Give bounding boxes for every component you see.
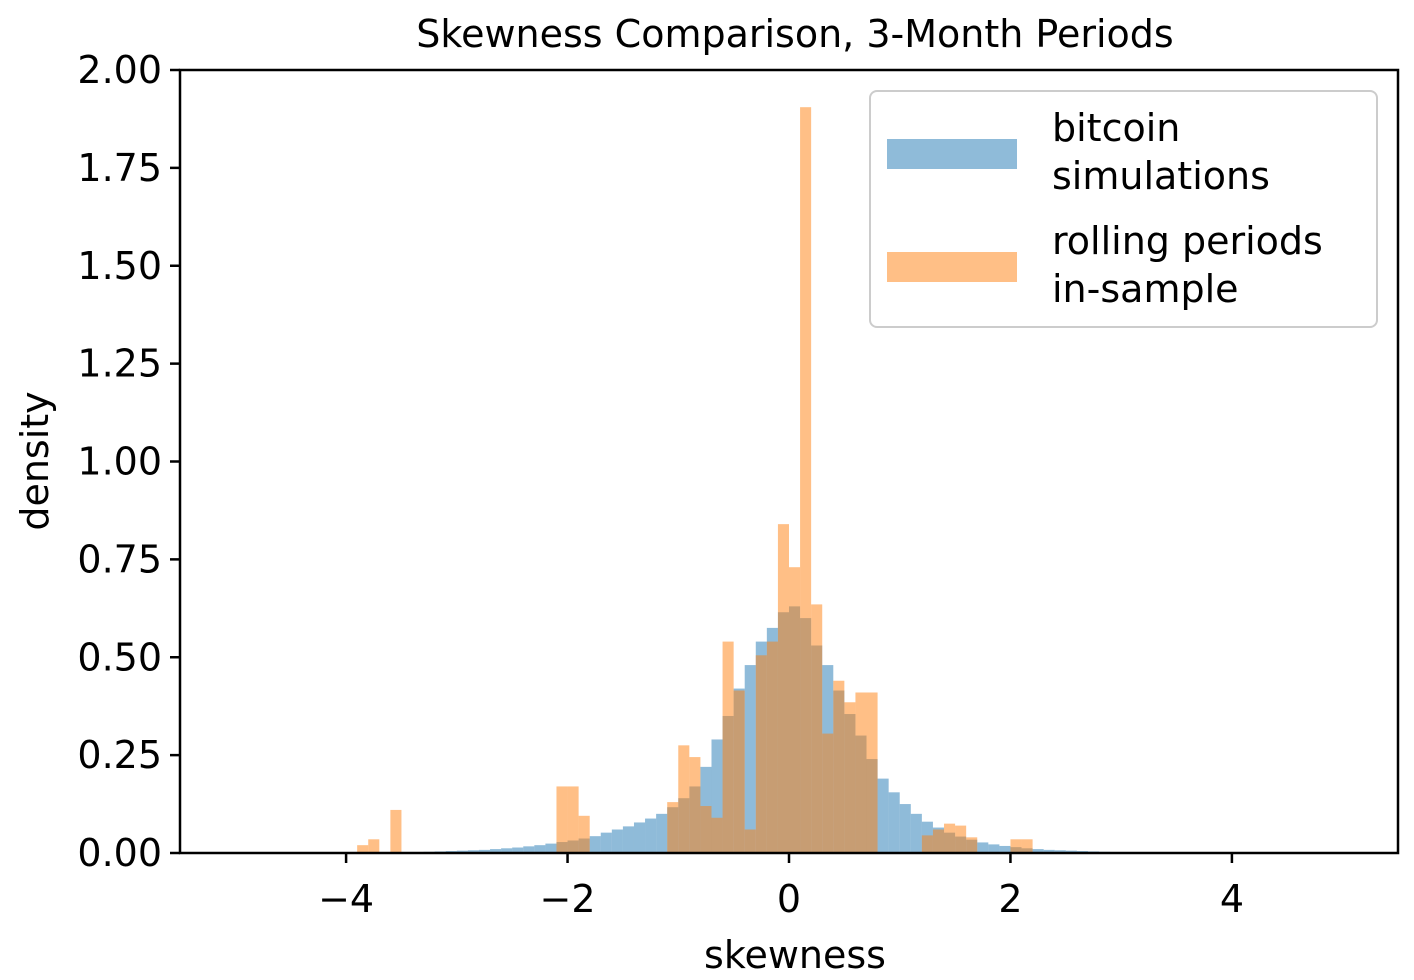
histogram-bar [1021,839,1033,853]
histogram-bar [855,692,867,853]
histogram-bar [844,702,856,853]
histogram-bar [390,809,402,853]
histogram-bar [478,849,491,853]
legend-label-rolling-line2: in-sample [1052,267,1239,311]
histogram-bar [490,849,502,853]
histogram-bar [656,813,668,853]
histogram-bar [744,829,756,853]
histogram-bar [523,846,535,853]
histogram-bar [966,837,978,853]
histogram-bar [512,847,524,853]
x-tick-label: 2 [998,877,1022,921]
histogram-bar [822,733,834,853]
histogram-bar [556,786,568,853]
y-tick-label: 0.25 [77,733,162,777]
histogram-bar [622,826,634,853]
histogram-bar [667,802,679,853]
legend-swatch-bitcoin-simulations [887,139,1017,169]
histogram-bar [777,524,789,853]
y-axis-label: density [13,391,57,530]
histogram-bar [501,848,513,853]
x-axis: −4 −2 0 2 4 [318,853,1244,921]
histogram-bar [932,829,945,853]
chart-title: Skewness Comparison, 3-Month Periods [416,12,1173,56]
histogram-bar [722,641,734,853]
histogram-bar [899,804,911,853]
legend-label-bitcoin-line2: simulations [1052,154,1270,198]
y-axis: 0.00 0.25 0.50 0.75 1.00 1.25 1.50 1.75 2.00 [77,48,180,875]
histogram-bar [467,850,479,853]
histogram-bar [800,107,812,853]
y-tick-label: 1.50 [77,244,162,288]
histogram-bar [744,665,756,853]
legend: bitcoin simulations rolling periods in-s… [869,90,1378,328]
x-tick-label: −2 [540,877,596,921]
histogram-bar [589,836,601,853]
y-tick-label: 1.75 [77,146,162,190]
y-tick-label: 0.50 [77,635,162,679]
histogram-bar [888,792,900,853]
histogram-bar [357,845,369,853]
histogram-bar [711,817,723,853]
histogram-bar [689,757,701,853]
histogram-bar [999,845,1011,853]
histogram-bar [700,806,712,853]
x-axis-label: skewness [704,933,886,977]
histogram-bar [578,815,590,853]
histogram-bar [910,813,922,853]
legend-label-rolling-line1: rolling periods [1052,219,1323,263]
x-tick-label: 0 [777,877,801,921]
histogram-bar [1032,849,1044,853]
histogram-bar [766,641,778,853]
histogram-bar [1010,839,1022,853]
histogram-bar [611,829,623,853]
y-tick-label: 0.75 [77,537,162,581]
histogram-bar [811,604,823,853]
histogram-bar [877,778,889,853]
series-rolling-periods [357,107,1033,853]
histogram-bar [534,845,546,853]
histogram-bar [645,818,657,853]
histogram-bar [755,655,767,853]
histogram-bar [789,567,801,853]
histogram-bar [866,692,878,853]
histogram-bar [600,832,612,853]
x-tick-label: −4 [318,877,374,921]
histogram-bar [567,786,579,853]
legend-swatch-rolling-periods [887,252,1017,282]
histogram-bar [633,822,646,853]
histogram-bar [678,745,690,853]
y-tick-label: 2.00 [77,48,162,92]
histogram-bar [368,839,380,853]
histogram-bar [545,843,557,853]
histogram-bar [711,739,723,853]
x-tick-label: 4 [1220,877,1244,921]
histogram-bar [988,844,1000,853]
y-tick-label: 1.00 [77,440,162,484]
histogram-bar [944,823,956,853]
histogram-bar [1043,849,1055,853]
y-tick-label: 0.00 [77,831,162,875]
histogram-bar [733,690,745,853]
legend-label-bitcoin-line1: bitcoin [1052,106,1180,150]
histogram-bar [1054,850,1066,853]
histogram-bar [977,842,989,853]
histogram-bar [921,835,933,853]
histogram-bar [955,825,967,853]
histogram-bar [833,680,845,853]
y-tick-label: 1.25 [77,342,162,386]
